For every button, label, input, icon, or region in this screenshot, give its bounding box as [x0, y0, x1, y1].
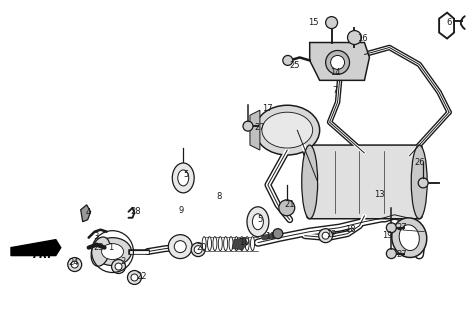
Text: 20: 20	[196, 243, 206, 252]
Ellipse shape	[207, 237, 211, 251]
Text: 11: 11	[264, 232, 275, 241]
Circle shape	[174, 241, 186, 252]
Text: FR.: FR.	[33, 250, 52, 260]
Text: 17: 17	[261, 104, 272, 113]
Text: 28: 28	[130, 207, 141, 216]
Circle shape	[417, 178, 427, 188]
FancyBboxPatch shape	[306, 145, 421, 219]
Text: 7: 7	[332, 86, 337, 95]
Text: 26: 26	[413, 158, 424, 167]
Circle shape	[325, 17, 337, 28]
Circle shape	[71, 261, 78, 268]
Text: 22: 22	[136, 272, 147, 281]
Circle shape	[191, 243, 205, 257]
Ellipse shape	[91, 237, 110, 266]
Text: 9: 9	[178, 206, 183, 215]
Text: 2: 2	[120, 257, 126, 266]
Circle shape	[282, 55, 292, 65]
Ellipse shape	[101, 244, 123, 260]
Polygon shape	[249, 110, 259, 150]
Circle shape	[194, 246, 202, 253]
Ellipse shape	[301, 145, 317, 219]
Ellipse shape	[254, 105, 319, 155]
Ellipse shape	[223, 237, 227, 251]
Circle shape	[325, 51, 349, 74]
Text: 25: 25	[289, 61, 300, 70]
Text: 8: 8	[216, 192, 221, 201]
Circle shape	[278, 200, 294, 216]
Ellipse shape	[172, 163, 194, 193]
Text: 10: 10	[238, 238, 249, 247]
Polygon shape	[231, 238, 248, 250]
Text: 13: 13	[374, 190, 384, 199]
Ellipse shape	[212, 237, 217, 251]
Ellipse shape	[245, 237, 248, 251]
Circle shape	[272, 229, 282, 239]
Text: 5: 5	[183, 171, 188, 180]
Text: 18: 18	[345, 225, 356, 234]
Ellipse shape	[252, 214, 263, 230]
Ellipse shape	[250, 237, 254, 251]
Text: 27: 27	[396, 250, 406, 259]
Circle shape	[347, 31, 361, 44]
Circle shape	[386, 249, 396, 259]
Text: 16: 16	[357, 34, 367, 43]
Text: 12: 12	[325, 230, 336, 239]
Text: 3: 3	[93, 232, 99, 241]
Polygon shape	[309, 43, 368, 80]
Text: 5: 5	[257, 215, 262, 224]
Text: 23: 23	[93, 243, 104, 252]
Text: 27: 27	[253, 123, 264, 132]
Ellipse shape	[239, 237, 243, 251]
Text: 4: 4	[86, 208, 91, 217]
Ellipse shape	[202, 237, 206, 251]
Circle shape	[68, 258, 81, 271]
Circle shape	[386, 223, 396, 233]
Text: 27: 27	[396, 223, 406, 232]
Text: 14: 14	[329, 68, 339, 77]
Ellipse shape	[234, 237, 238, 251]
Ellipse shape	[391, 218, 426, 258]
Text: 15: 15	[307, 18, 317, 27]
Text: 24: 24	[69, 258, 79, 267]
Text: 6: 6	[445, 18, 450, 27]
Ellipse shape	[93, 238, 131, 266]
Circle shape	[242, 121, 252, 131]
Circle shape	[318, 229, 332, 243]
Circle shape	[330, 55, 344, 69]
Circle shape	[111, 260, 125, 274]
Ellipse shape	[218, 237, 222, 251]
Circle shape	[131, 274, 138, 281]
Ellipse shape	[228, 237, 233, 251]
Ellipse shape	[398, 225, 418, 251]
Ellipse shape	[410, 145, 426, 219]
Text: 21: 21	[284, 200, 295, 209]
Circle shape	[321, 232, 328, 239]
Polygon shape	[80, 205, 90, 222]
Polygon shape	[11, 240, 60, 256]
Text: 1: 1	[109, 243, 114, 252]
Ellipse shape	[261, 112, 312, 148]
Ellipse shape	[178, 170, 188, 186]
Circle shape	[168, 235, 192, 259]
Circle shape	[127, 270, 141, 284]
Circle shape	[115, 263, 122, 270]
Ellipse shape	[247, 207, 268, 237]
Text: 19: 19	[382, 231, 392, 240]
